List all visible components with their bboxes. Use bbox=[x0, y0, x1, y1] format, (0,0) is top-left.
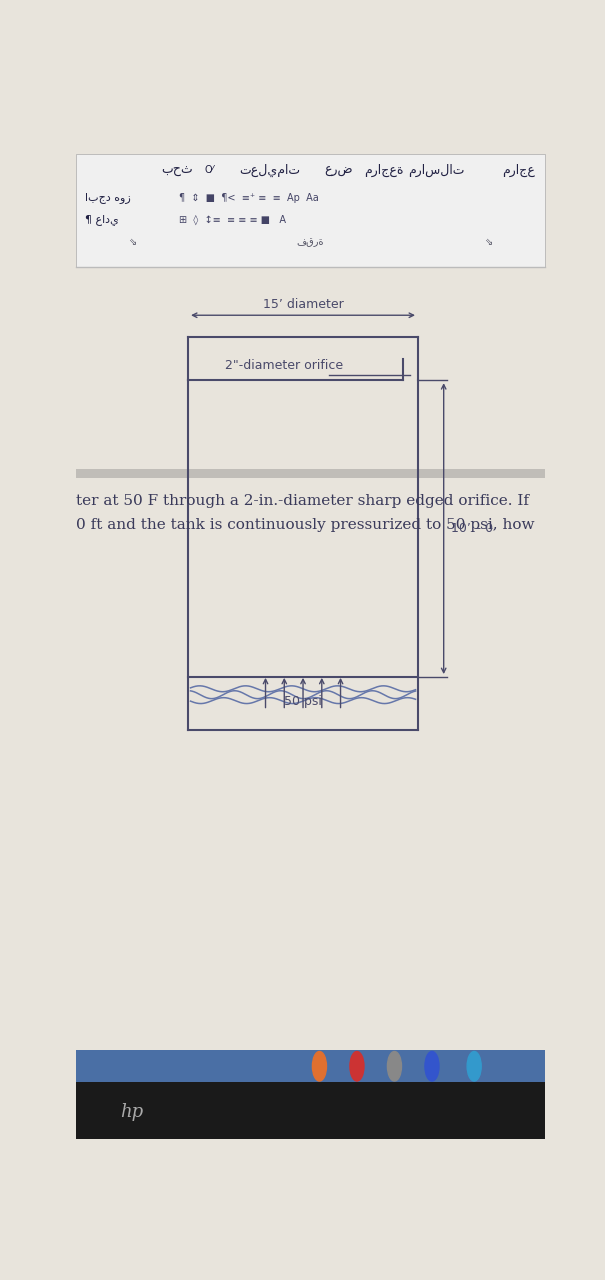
FancyBboxPatch shape bbox=[76, 1082, 544, 1139]
Text: فقرة: فقرة bbox=[296, 237, 324, 247]
FancyBboxPatch shape bbox=[76, 468, 544, 477]
Text: تعليمات: تعليمات bbox=[240, 164, 301, 177]
Circle shape bbox=[387, 1051, 402, 1082]
Text: ⊞  ◊  ↕≡  ≡ ≡ ≡ ■   A: ⊞ ◊ ↕≡ ≡ ≡ ≡ ■ A bbox=[179, 215, 286, 225]
Text: 0 ft and the tank is continuously pressurized to 50 psi, how: 0 ft and the tank is continuously pressu… bbox=[76, 518, 534, 532]
Text: 50 psi: 50 psi bbox=[284, 695, 322, 709]
Text: O⁄: O⁄ bbox=[204, 165, 214, 175]
Text: ¶ عادي: ¶ عادي bbox=[85, 214, 119, 225]
Text: ابجد هوز: ابجد هوز bbox=[85, 192, 131, 204]
Text: 10’ – 0: 10’ – 0 bbox=[451, 522, 493, 535]
Text: ⇘: ⇘ bbox=[128, 237, 136, 247]
Text: 2"-diameter orifice: 2"-diameter orifice bbox=[225, 360, 343, 372]
Text: مراجع: مراجع bbox=[502, 164, 535, 177]
Circle shape bbox=[350, 1051, 364, 1082]
Text: عرض: عرض bbox=[324, 164, 352, 177]
Text: ter at 50 F through a 2-in.-diameter sharp edged orifice. If: ter at 50 F through a 2-in.-diameter sha… bbox=[76, 494, 529, 508]
FancyBboxPatch shape bbox=[76, 268, 544, 1051]
FancyBboxPatch shape bbox=[76, 154, 544, 268]
Circle shape bbox=[467, 1051, 481, 1082]
Text: مراسلات: مراسلات bbox=[408, 164, 465, 177]
Text: ⇘: ⇘ bbox=[484, 237, 492, 247]
Text: ¶  ⇕  ■  ¶<  ≡⁺ ≡  ≡  Ap  Aa: ¶ ⇕ ■ ¶< ≡⁺ ≡ ≡ Ap Aa bbox=[179, 193, 318, 204]
Text: 15’ diameter: 15’ diameter bbox=[263, 298, 344, 311]
Text: بحث: بحث bbox=[161, 164, 193, 177]
Circle shape bbox=[425, 1051, 439, 1082]
Text: hp: hp bbox=[120, 1102, 143, 1120]
Text: مراجعة: مراجعة bbox=[364, 164, 404, 177]
Circle shape bbox=[312, 1051, 327, 1082]
FancyBboxPatch shape bbox=[76, 1051, 544, 1082]
